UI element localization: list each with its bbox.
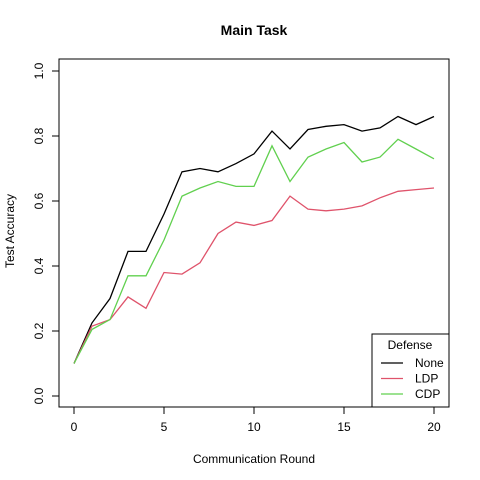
chart-title: Main Task (221, 22, 288, 38)
x-axis: 0 5 10 15 20 (71, 407, 441, 434)
y-tick-label: 0.6 (32, 192, 46, 209)
y-tick-label: 0.4 (32, 257, 46, 274)
legend-label-ldp: LDP (415, 372, 438, 386)
x-tick-label: 0 (71, 420, 78, 434)
y-tick-label: 1.0 (32, 62, 46, 79)
legend-label-none: None (415, 356, 444, 370)
y-tick-label: 0.0 (32, 387, 46, 404)
series-layer (74, 117, 434, 364)
legend-title: Defense (388, 338, 433, 352)
x-tick-label: 5 (161, 420, 168, 434)
x-tick-label: 10 (247, 420, 261, 434)
y-tick-label: 0.8 (32, 127, 46, 144)
y-axis: 0.0 0.2 0.4 0.6 0.8 1.0 (32, 62, 59, 404)
y-axis-label: Test Accuracy (3, 194, 17, 268)
x-axis-label: Communication Round (193, 452, 315, 466)
legend-label-cdp: CDP (415, 387, 440, 401)
y-tick-label: 0.2 (32, 322, 46, 339)
x-tick-label: 20 (427, 420, 441, 434)
series-line-none (74, 117, 434, 364)
x-tick-label: 15 (337, 420, 351, 434)
